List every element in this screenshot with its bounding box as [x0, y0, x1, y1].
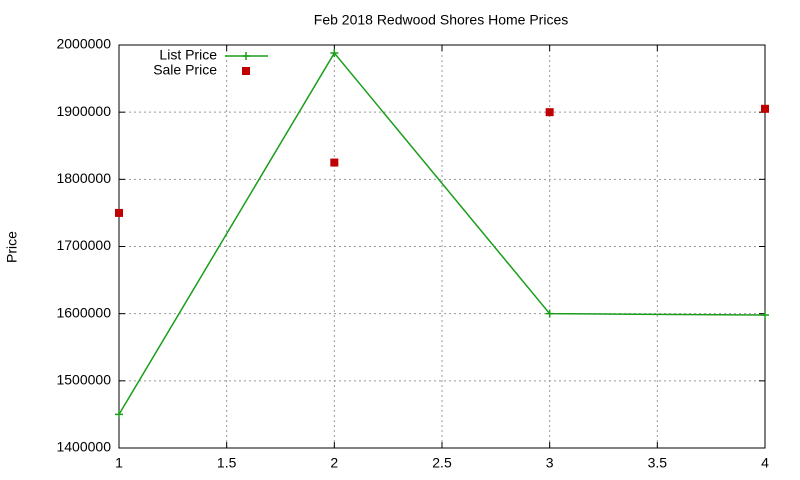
series-line	[118, 51, 766, 415]
legend-label: Sale Price	[153, 62, 217, 78]
data-point	[115, 410, 123, 419]
data-point	[761, 311, 769, 320]
y-tick-label: 1900000	[56, 103, 111, 119]
x-tick-label: 3	[546, 455, 554, 471]
legend-label: List Price	[159, 47, 217, 63]
data-point	[330, 49, 339, 58]
y-tick-label: 1700000	[56, 237, 111, 253]
chart-title: Feb 2018 Redwood Shores Home Prices	[314, 12, 568, 28]
x-tick-label: 4	[761, 455, 769, 471]
x-tick-label: 1.5	[217, 455, 237, 471]
data-point	[545, 108, 554, 117]
plot-frame	[118, 44, 766, 449]
x-tick-label: 2	[330, 455, 338, 471]
y-tick-label: 1400000	[56, 439, 111, 455]
data-point	[330, 158, 339, 167]
y-tick-label: 1600000	[56, 304, 111, 320]
data-point	[115, 208, 123, 217]
legend-marker	[242, 52, 250, 60]
legend-marker	[242, 67, 250, 75]
y-tick-label: 2000000	[56, 36, 111, 52]
data-point	[761, 104, 769, 113]
y-axis-label: Price	[4, 231, 20, 263]
x-tick-label: 2.5	[432, 455, 452, 471]
y-tick-label: 1800000	[56, 170, 111, 186]
x-tick-label: 1	[115, 455, 123, 471]
x-tick-label: 3.5	[648, 455, 668, 471]
y-tick-label: 1500000	[56, 372, 111, 388]
data-point	[545, 309, 554, 318]
